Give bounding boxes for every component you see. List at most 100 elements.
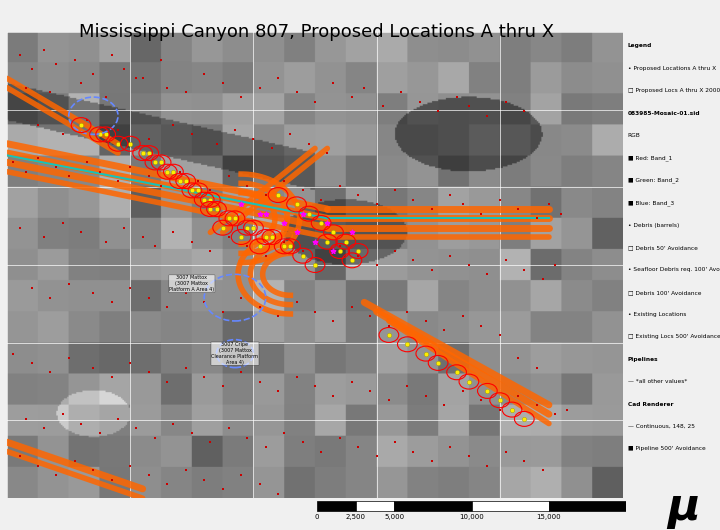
Point [241,224,253,232]
Point [131,424,143,432]
Point [180,289,192,297]
Point [457,200,469,209]
Point [291,88,302,96]
Point [408,256,419,264]
Text: □ Proposed Locs A thru X 2000' Clear.: □ Proposed Locs A thru X 2000' Clear. [628,88,720,93]
Point [297,186,308,195]
Point [156,56,167,64]
Point [279,237,290,246]
Point [186,429,197,437]
Point [346,93,358,101]
Point [309,237,320,246]
Point [513,391,524,400]
Point [254,303,266,311]
Point [334,242,346,251]
Point [241,434,253,442]
Point [161,167,173,176]
Point [284,242,296,251]
Point [260,443,271,451]
Point [217,484,228,493]
Point [100,237,112,246]
Point [57,410,68,419]
Point [168,419,179,428]
Point [334,434,346,442]
Point [192,177,204,186]
Point [500,98,512,106]
Text: □ Debris 50' Avoidance: □ Debris 50' Avoidance [628,245,698,250]
Point [254,242,266,251]
Point [438,401,450,409]
Point [383,331,395,339]
Point [106,51,117,59]
Point [352,251,364,260]
Point [161,377,173,386]
Point [45,368,56,376]
Point [402,382,413,391]
Bar [549,501,626,511]
Point [161,84,173,92]
Point [390,438,401,446]
Point [204,186,216,195]
Text: ■ Pipeline 500' Avoidance: ■ Pipeline 500' Avoidance [628,446,706,452]
Point [106,298,117,306]
Point [426,205,438,213]
Point [112,126,124,134]
Point [186,186,197,195]
Point [291,228,302,236]
Point [334,181,346,190]
Point [217,79,228,87]
Point [50,471,62,479]
Point [432,107,444,116]
Text: μ: μ [667,486,701,529]
Point [63,354,74,363]
Point [8,158,19,166]
Point [106,475,117,484]
Point [168,228,179,236]
Point [315,196,327,204]
Point [143,294,155,302]
Point [112,414,124,423]
Point [408,196,419,204]
Point [168,121,179,129]
Point [291,373,302,381]
Point [531,401,542,409]
Point [125,139,136,148]
Point [562,405,573,414]
Point [457,387,469,395]
Text: ■ Green: Band_2: ■ Green: Band_2 [628,178,679,183]
Point [346,377,358,386]
Point [426,266,438,274]
Point [402,340,413,349]
Point [279,242,290,251]
Text: • Debris (barrels): • Debris (barrels) [628,223,679,227]
Point [494,396,505,404]
Point [346,228,358,236]
Bar [472,501,549,511]
Point [494,196,505,204]
Point [260,233,271,241]
Point [482,270,493,279]
Point [531,364,542,372]
Point [371,452,382,461]
Point [254,480,266,489]
Point [248,224,259,232]
Point [260,209,271,218]
Point [143,368,155,376]
Point [315,256,327,264]
Point [63,172,74,181]
Point [297,251,308,260]
Bar [395,501,472,511]
Text: 5,000: 5,000 [384,514,404,520]
Point [204,205,216,213]
Text: ■ Blue: Band_3: ■ Blue: Band_3 [628,200,674,206]
Point [352,247,364,255]
Text: • Proposed Locations A thru X: • Proposed Locations A thru X [628,66,716,71]
Point [32,121,44,129]
Point [556,209,567,218]
Point [174,177,185,186]
Bar [317,501,356,511]
Point [518,457,530,465]
Text: Cad Renderer: Cad Renderer [628,402,673,407]
Point [309,307,320,316]
Point [100,93,112,101]
